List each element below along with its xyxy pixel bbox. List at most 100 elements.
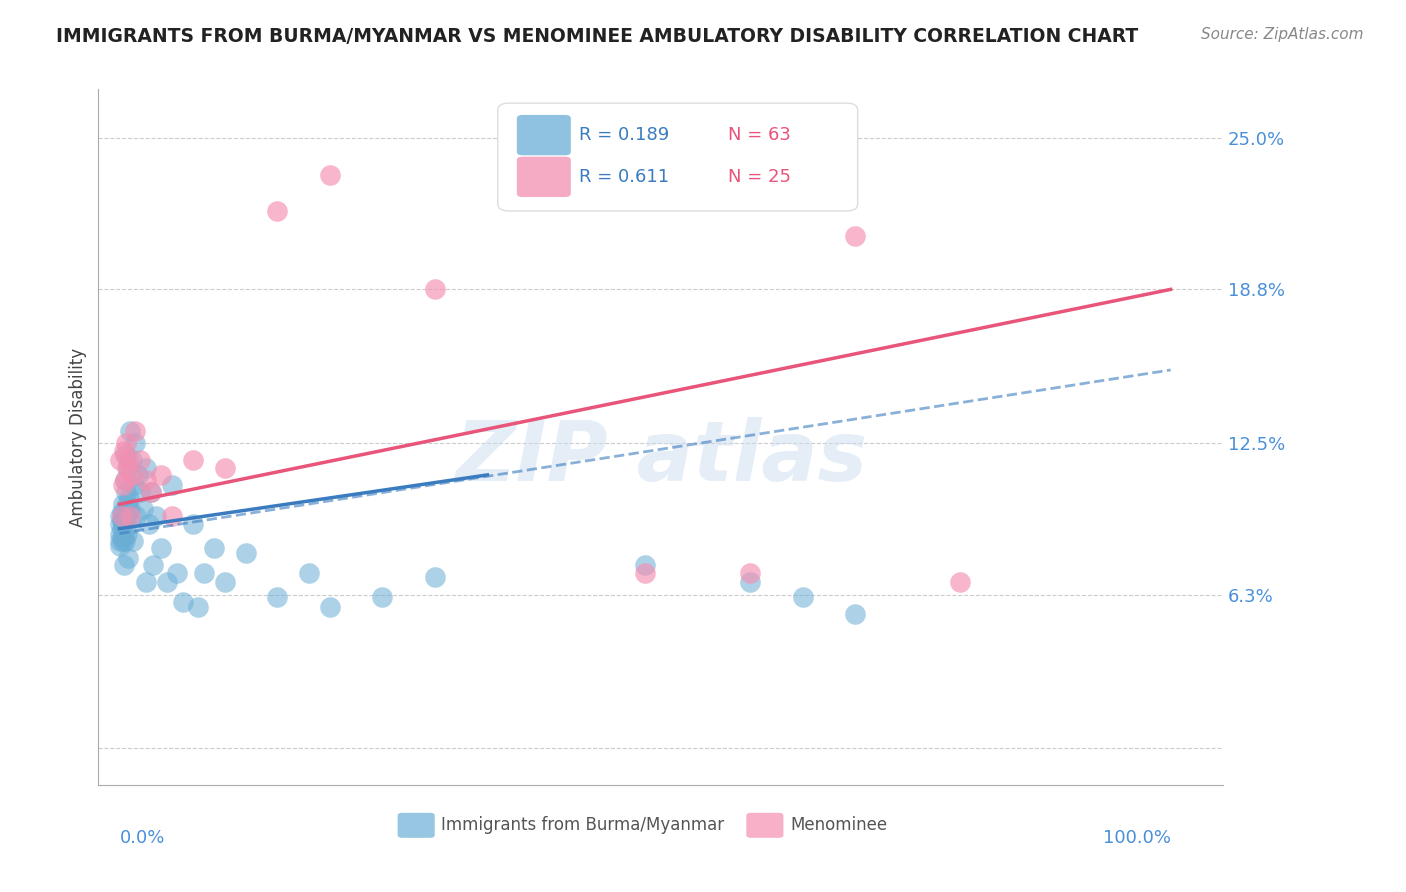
Point	[214, 460, 236, 475]
Point	[111, 516, 134, 531]
Point	[110, 539, 132, 553]
Point	[139, 485, 162, 500]
Point	[111, 509, 134, 524]
Point	[118, 502, 141, 516]
Y-axis label: Ambulatory Disability: Ambulatory Disability	[69, 348, 87, 526]
Point	[114, 485, 136, 500]
Point	[634, 558, 657, 573]
Point	[110, 453, 132, 467]
FancyBboxPatch shape	[498, 103, 858, 211]
Text: 0.0%: 0.0%	[120, 829, 165, 847]
Point	[844, 228, 866, 243]
Point	[125, 509, 148, 524]
Point	[172, 595, 194, 609]
Point	[110, 526, 132, 541]
Point	[792, 590, 814, 604]
Point	[115, 497, 138, 511]
Text: Immigrants from Burma/Myanmar: Immigrants from Burma/Myanmar	[441, 815, 724, 834]
Text: IMMIGRANTS FROM BURMA/MYANMAR VS MENOMINEE AMBULATORY DISABILITY CORRELATION CHA: IMMIGRANTS FROM BURMA/MYANMAR VS MENOMIN…	[56, 27, 1139, 45]
Point	[129, 485, 152, 500]
Point	[110, 509, 132, 524]
Point	[114, 436, 136, 450]
Point	[166, 566, 188, 580]
Text: N = 25: N = 25	[728, 168, 792, 186]
Point	[111, 497, 134, 511]
Point	[214, 575, 236, 590]
Point	[117, 460, 139, 475]
Point	[235, 546, 257, 560]
Point	[110, 514, 132, 528]
Point	[634, 566, 657, 580]
Point	[118, 492, 141, 507]
Point	[124, 424, 146, 438]
Point	[110, 532, 132, 546]
Point	[124, 436, 146, 450]
Point	[129, 453, 152, 467]
Text: R = 0.611: R = 0.611	[579, 168, 669, 186]
Text: Menominee: Menominee	[790, 815, 887, 834]
Point	[949, 575, 972, 590]
Point	[127, 467, 149, 482]
Point	[114, 449, 136, 463]
Point	[114, 473, 136, 487]
Text: N = 63: N = 63	[728, 126, 792, 145]
Point	[114, 473, 136, 487]
Point	[318, 168, 340, 182]
Point	[156, 575, 179, 590]
Point	[193, 566, 215, 580]
Point	[122, 477, 145, 491]
Point	[145, 509, 167, 524]
Point	[181, 453, 204, 467]
FancyBboxPatch shape	[398, 813, 434, 838]
Point	[121, 453, 143, 467]
Point	[110, 533, 132, 548]
Point	[740, 575, 762, 590]
Point	[135, 575, 157, 590]
Point	[112, 443, 135, 458]
Point	[142, 558, 165, 573]
Point	[131, 502, 153, 516]
Point	[120, 516, 142, 531]
Point	[117, 550, 139, 565]
Point	[110, 504, 132, 518]
FancyBboxPatch shape	[517, 157, 571, 197]
Point	[202, 541, 225, 556]
Point	[118, 424, 141, 438]
Point	[110, 522, 132, 536]
Text: R = 0.189: R = 0.189	[579, 126, 669, 145]
Point	[740, 566, 762, 580]
Point	[122, 533, 145, 548]
Point	[117, 453, 139, 467]
Point	[111, 477, 134, 491]
Point	[111, 533, 134, 548]
Point	[298, 566, 321, 580]
Point	[150, 467, 173, 482]
Point	[114, 533, 136, 548]
Point	[318, 599, 340, 614]
Text: 100.0%: 100.0%	[1102, 829, 1171, 847]
Point	[266, 590, 288, 604]
Point	[115, 460, 138, 475]
Point	[160, 509, 183, 524]
Point	[139, 485, 162, 500]
Text: ZIP atlas: ZIP atlas	[454, 417, 868, 499]
Text: Source: ZipAtlas.com: Source: ZipAtlas.com	[1201, 27, 1364, 42]
Point	[115, 526, 138, 541]
Point	[371, 590, 394, 604]
Point	[266, 204, 288, 219]
Point	[112, 514, 135, 528]
Point	[121, 467, 143, 482]
Point	[112, 558, 135, 573]
Point	[112, 529, 135, 543]
Point	[187, 599, 209, 614]
Point	[135, 460, 157, 475]
Point	[118, 509, 141, 524]
Point	[110, 509, 132, 524]
Point	[114, 509, 136, 524]
FancyBboxPatch shape	[747, 813, 783, 838]
Point	[844, 607, 866, 621]
Point	[423, 570, 446, 584]
Point	[150, 541, 173, 556]
Point	[160, 477, 183, 491]
Point	[135, 473, 157, 487]
